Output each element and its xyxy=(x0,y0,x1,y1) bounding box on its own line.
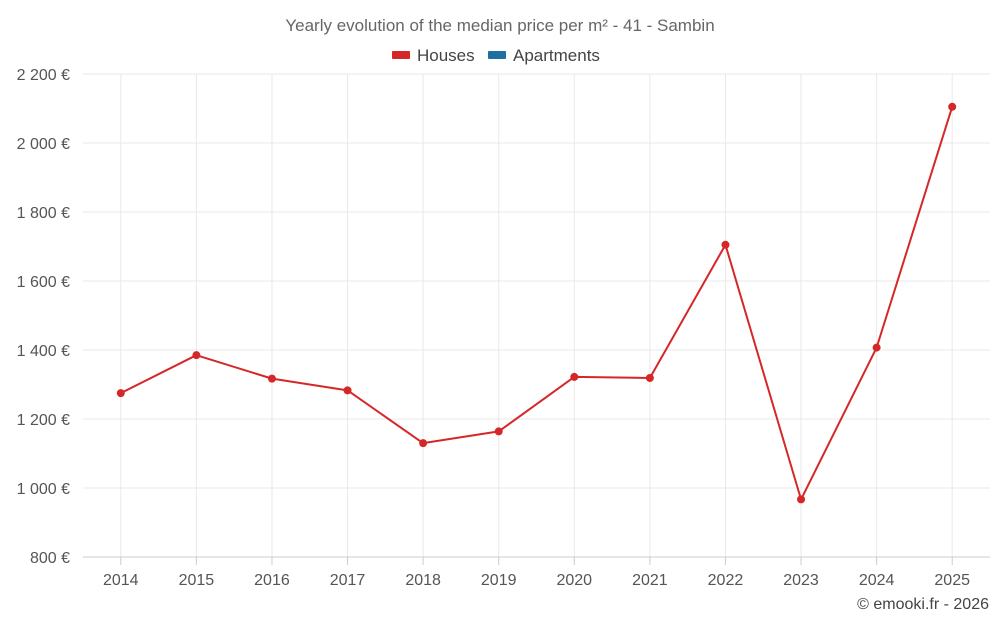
grid xyxy=(83,73,990,557)
legend: Houses Apartments xyxy=(392,46,600,65)
x-tick-label: 2021 xyxy=(632,572,668,589)
data-point-houses-2020[interactable] xyxy=(570,372,579,381)
credit-text: © emooki.fr - 2026 xyxy=(857,596,989,613)
y-tick-label: 1 000 € xyxy=(17,481,70,498)
series-line-houses xyxy=(120,106,954,501)
x-tick-label: 2019 xyxy=(481,572,517,589)
legend-swatch-apartments xyxy=(488,51,506,59)
legend-item-houses[interactable]: Houses xyxy=(417,46,475,65)
y-tick-label: 1 600 € xyxy=(17,274,70,291)
x-axis: 2014 2015 2016 2017 2018 2019 2020 2021 2022 2023… xyxy=(83,556,990,589)
y-tick-label: 2 200 € xyxy=(17,67,70,84)
chart-title: Yearly evolution of the median price per… xyxy=(285,16,714,35)
x-tick-label: 2015 xyxy=(179,572,215,589)
data-point-houses-2017[interactable] xyxy=(343,386,352,395)
x-tick-label: 2022 xyxy=(708,572,744,589)
x-tick-label: 2014 xyxy=(103,572,139,589)
x-tick-label: 2016 xyxy=(254,572,290,589)
data-point-houses-2024[interactable] xyxy=(872,343,881,352)
data-point-houses-2016[interactable] xyxy=(267,374,276,383)
data-point-houses-2019[interactable] xyxy=(494,427,503,436)
y-tick-label: 800 € xyxy=(30,550,70,567)
data-point-houses-2014[interactable] xyxy=(116,389,125,398)
x-tick-label: 2020 xyxy=(556,572,592,589)
x-tick-label: 2018 xyxy=(405,572,441,589)
data-point-houses-2022[interactable] xyxy=(721,240,730,249)
legend-swatch-houses xyxy=(392,51,410,59)
series-group xyxy=(116,102,957,504)
x-tick-label: 2017 xyxy=(330,572,366,589)
data-point-houses-2018[interactable] xyxy=(419,439,428,448)
data-point-houses-2015[interactable] xyxy=(192,351,201,360)
data-point-houses-2021[interactable] xyxy=(645,373,654,382)
data-point-houses-2025[interactable] xyxy=(948,102,957,111)
y-tick-label: 2 000 € xyxy=(17,136,70,153)
y-axis: 800 € 1 000 € 1 200 € 1 400 € 1 600 € 1 800 €… xyxy=(17,67,70,567)
x-tick-label: 2024 xyxy=(859,572,895,589)
y-tick-label: 1 800 € xyxy=(17,205,70,222)
legend-item-apartments[interactable]: Apartments xyxy=(513,46,600,65)
x-tick-label: 2023 xyxy=(783,572,819,589)
y-tick-label: 1 400 € xyxy=(17,343,70,360)
y-tick-label: 1 200 € xyxy=(17,412,70,429)
x-tick-label: 2025 xyxy=(934,572,970,589)
data-point-houses-2023[interactable] xyxy=(797,495,806,504)
